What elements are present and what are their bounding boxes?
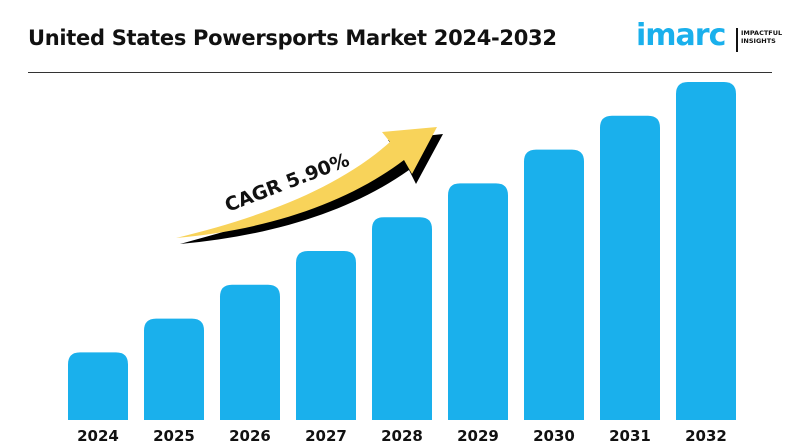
x-tick-label-2032: 2032 xyxy=(685,427,727,445)
bar-2024 xyxy=(68,352,128,420)
x-tick-label-2030: 2030 xyxy=(533,427,575,445)
title-divider xyxy=(28,72,772,73)
x-tick-label-2025: 2025 xyxy=(153,427,195,445)
logo-wordmark: imarc xyxy=(636,18,726,53)
bar-2030 xyxy=(524,149,584,420)
bar-2031 xyxy=(600,115,660,421)
bar-2027 xyxy=(296,251,356,420)
x-tick-label-2024: 2024 xyxy=(77,427,119,445)
chart-title: United States Powersports Market 2024-20… xyxy=(28,26,557,50)
logo-divider xyxy=(736,28,738,52)
x-tick-label-2026: 2026 xyxy=(229,427,271,445)
x-tick-label-2027: 2027 xyxy=(305,427,347,445)
logo-tagline: IMPACTFUL INSIGHTS xyxy=(741,29,783,45)
bar-2029 xyxy=(448,183,508,420)
imarc-logo: imarc IMPACTFUL INSIGHTS xyxy=(636,10,786,53)
bar-2028 xyxy=(372,217,432,420)
bar-2026 xyxy=(220,284,280,420)
x-tick-label-2028: 2028 xyxy=(381,427,423,445)
x-tick-label-2031: 2031 xyxy=(609,427,651,445)
bar-2032 xyxy=(676,82,736,420)
bar-2025 xyxy=(144,318,204,420)
x-tick-label-2029: 2029 xyxy=(457,427,499,445)
cagr-arrow-body xyxy=(176,127,437,238)
